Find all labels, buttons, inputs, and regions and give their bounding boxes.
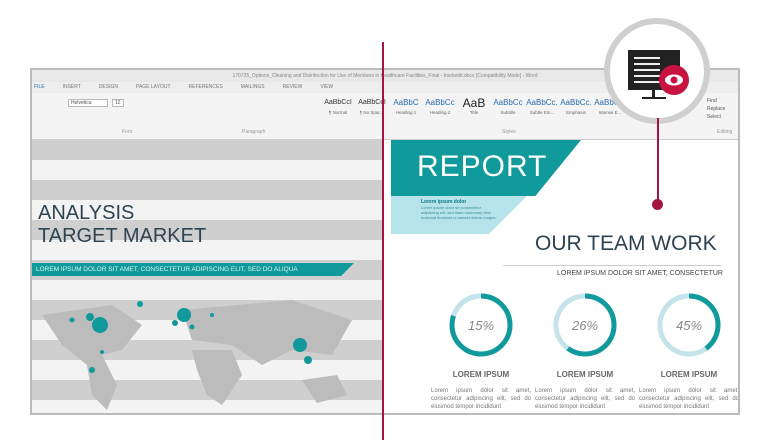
- style-option[interactable]: AaBbCcI ¶ Normal: [324, 99, 352, 115]
- font-select[interactable]: Helvetica: [68, 99, 108, 107]
- ring-value: 26%: [571, 318, 598, 333]
- stat-text: Lorem ipsum dolor sit amet, consectetur …: [431, 388, 531, 410]
- report-banner: REPORT: [391, 140, 581, 196]
- map-americas: [42, 305, 142, 410]
- map-marker: [177, 308, 191, 322]
- style-option[interactable]: AaBbCcI ¶ No Spac...: [358, 99, 386, 115]
- map-eurasia: [182, 300, 352, 365]
- stat-column: 15% LOREM IPSUM Lorem ipsum dolor sit am…: [431, 290, 531, 411]
- word-window: 170725_Options_Cleaning and Disinfection…: [30, 68, 740, 415]
- tab-view[interactable]: VIEW: [320, 84, 334, 90]
- progress-ring: 15%: [449, 293, 513, 357]
- tab-references[interactable]: REFERENCES: [188, 84, 223, 90]
- team-heading: OUR TEAM WORK: [535, 232, 717, 255]
- tab-review[interactable]: REVIEW: [282, 84, 303, 90]
- report-page: REPORT Lorem ipsum dolor Lorem ipsum dolo…: [385, 140, 739, 413]
- group-paragraph: Paragraph: [242, 129, 266, 135]
- map-marker: [189, 324, 195, 330]
- group-styles: Styles: [502, 129, 516, 135]
- style-option[interactable]: AaBbCc Heading 2: [425, 98, 455, 115]
- map-marker: [137, 301, 143, 307]
- tab-insert[interactable]: INSERT: [62, 84, 81, 90]
- tab-file[interactable]: FILE: [34, 84, 45, 90]
- connector-line: [657, 118, 659, 204]
- stat-label: LOREM IPSUM: [556, 370, 614, 379]
- style-option[interactable]: AaBbCc. Subtle Em...: [526, 98, 558, 115]
- map-marker: [92, 317, 108, 333]
- style-option[interactable]: AaBbCc Subtitle: [493, 98, 523, 115]
- style-option[interactable]: AaBbCc. Intense E...: [594, 98, 626, 115]
- map-marker: [100, 350, 104, 354]
- monitor-eye-icon: [628, 50, 689, 99]
- map-marker: [210, 313, 214, 317]
- map-marker: [304, 356, 312, 364]
- select-button[interactable]: Select: [707, 114, 721, 120]
- map-marker: [89, 367, 95, 373]
- ring-fill: [657, 293, 721, 357]
- map-marker: [293, 338, 307, 352]
- stat-label: LOREM IPSUM: [660, 370, 718, 379]
- map-marker: [86, 313, 94, 321]
- ring-value: 45%: [676, 318, 702, 333]
- ring-fill: [553, 293, 617, 357]
- font-size-select[interactable]: 12: [112, 99, 124, 107]
- map-marker: [172, 320, 178, 326]
- ring-value: 15%: [468, 318, 494, 333]
- style-option[interactable]: AaBbC Heading 1: [393, 98, 419, 115]
- find-button[interactable]: Find: [707, 98, 717, 104]
- replace-button[interactable]: Replace: [707, 106, 726, 112]
- progress-ring: 26%: [553, 293, 617, 357]
- editing-group: Find Replace Select: [707, 97, 725, 121]
- title-bar: 170725_Options_Cleaning and Disinfection…: [32, 70, 738, 82]
- split-divider: [382, 42, 384, 440]
- monitor-eye-badge: [604, 18, 710, 124]
- map-marker: [69, 317, 75, 323]
- tab-design[interactable]: DESIGN: [98, 84, 118, 90]
- group-font: Font: [122, 129, 133, 135]
- stat-text: Lorem ipsum dolor sit amet, consectetur …: [639, 388, 739, 410]
- progress-ring: 45%: [657, 293, 721, 357]
- ribbon-tabs: FILE INSERT DESIGN PAGE LAYOUT REFERENCE…: [32, 82, 738, 93]
- stat-column: 45% LOREM IPSUM Lorem ipsum dolor sit am…: [639, 290, 739, 411]
- divider-rule: [503, 265, 721, 266]
- group-editing: Editing: [717, 129, 733, 135]
- ribbon: Helvetica 12 Font Paragraph Styles Editin…: [32, 93, 738, 140]
- tab-page-layout[interactable]: PAGE LAYOUT: [135, 84, 171, 90]
- stat-text: Lorem ipsum dolor sit amet, consectetur …: [535, 388, 635, 410]
- market-analysis-page: ANALYSIS TARGET MARKET LOREM IPSUM DOLOR …: [32, 140, 383, 413]
- report-summary: Lorem ipsum dolor Lorem ipsum dolor sit c…: [391, 196, 527, 234]
- team-subheading: LOREM IPSUM DOLOR SIT AMET, CONSECTETUR: [557, 270, 723, 277]
- connector-dot: [652, 199, 663, 210]
- ring-fill: [449, 293, 513, 357]
- map-australia: [302, 375, 347, 403]
- map-africa: [192, 350, 242, 405]
- subtitle-band: LOREM IPSUM DOLOR SIT AMET, CONSECTETUR …: [32, 263, 354, 276]
- style-option[interactable]: AaBbCc. Emphasis: [560, 98, 592, 115]
- tab-mailings[interactable]: MAILINGS: [240, 84, 265, 90]
- analysis-title: ANALYSIS TARGET MARKET: [38, 202, 207, 247]
- world-map: [42, 300, 352, 410]
- stat-column: 26% LOREM IPSUM Lorem ipsum dolor sit am…: [535, 290, 635, 411]
- stat-label: LOREM IPSUM: [452, 370, 510, 379]
- style-option[interactable]: AaB Title: [462, 96, 486, 115]
